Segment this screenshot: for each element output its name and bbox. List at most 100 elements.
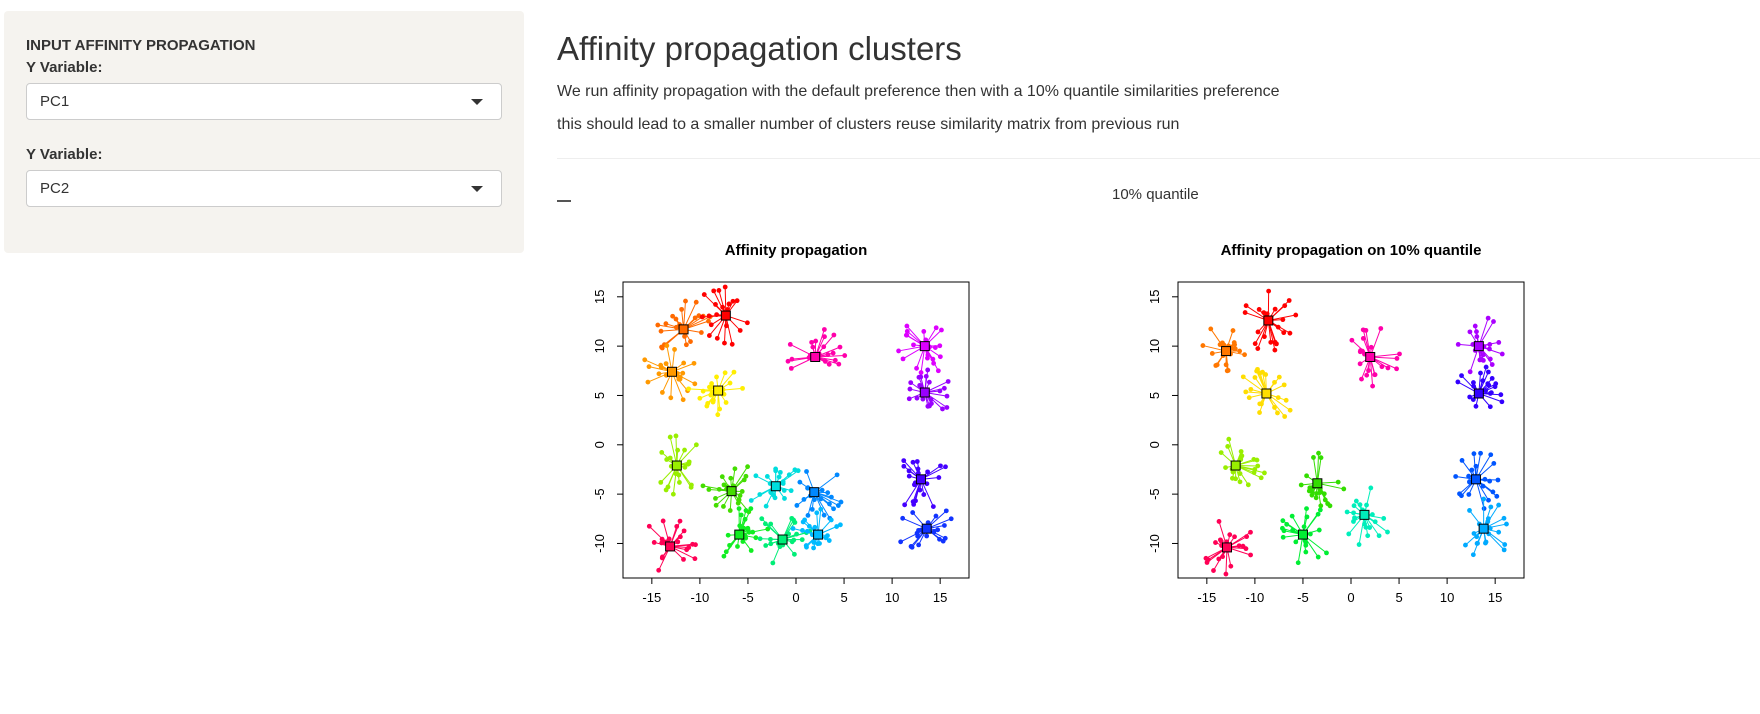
data-point (1298, 482, 1304, 488)
data-point (1376, 533, 1382, 539)
x-variable-select[interactable]: PC2 (26, 170, 502, 207)
data-point (1293, 539, 1299, 545)
data-point (1276, 374, 1282, 380)
data-point (791, 517, 796, 523)
data-point (1360, 348, 1365, 354)
data-point (1303, 549, 1309, 555)
data-point (1281, 382, 1287, 388)
data-point (1490, 489, 1496, 495)
data-point (1475, 540, 1480, 546)
data-point (660, 518, 666, 524)
data-point (896, 348, 901, 354)
data-point (818, 496, 824, 502)
data-point (944, 405, 950, 410)
data-point (673, 316, 679, 322)
data-point (681, 360, 687, 366)
data-point (1254, 368, 1260, 374)
chart-title: Affinity propagation on 10% quantile (1221, 242, 1482, 259)
data-point (1230, 475, 1235, 481)
x-tick-label: -10 (690, 590, 709, 605)
cluster (699, 284, 750, 347)
data-point (906, 473, 912, 479)
data-point (721, 553, 727, 559)
y-tick-label: 0 (1147, 441, 1162, 448)
data-point (1359, 376, 1364, 382)
data-point (1218, 450, 1224, 456)
data-point (1272, 379, 1277, 385)
data-point (1316, 527, 1322, 533)
data-point (1378, 326, 1384, 331)
data-point (1216, 519, 1222, 524)
data-point (753, 535, 759, 541)
data-point (688, 339, 693, 344)
exemplar-marker (813, 529, 824, 540)
data-point (1248, 529, 1253, 535)
data-point (1230, 469, 1236, 475)
data-point (679, 306, 685, 312)
data-point (1487, 478, 1493, 484)
data-point (842, 353, 848, 358)
data-point (803, 543, 809, 548)
cluster (790, 506, 843, 551)
exemplar-marker (1222, 542, 1233, 553)
data-point (1243, 303, 1249, 309)
data-point (822, 334, 827, 340)
data-point (1236, 543, 1242, 549)
data-point (943, 508, 949, 514)
data-point (1356, 542, 1362, 547)
cluster (1203, 519, 1253, 577)
collapse-tab-toggle[interactable] (557, 200, 571, 202)
data-point (1295, 560, 1301, 566)
data-point (1357, 361, 1363, 367)
data-point (723, 400, 729, 405)
data-point (937, 388, 943, 394)
data-point (1368, 344, 1374, 350)
data-point (762, 521, 768, 527)
data-point (1325, 501, 1331, 507)
y-tick-label: 5 (1147, 392, 1162, 399)
cluster (686, 369, 745, 418)
data-point (706, 313, 712, 319)
data-point (1486, 497, 1491, 503)
data-point (1311, 455, 1316, 460)
data-point (740, 385, 745, 391)
data-point (659, 390, 665, 395)
y-variable-select[interactable]: PC1 (26, 83, 502, 120)
data-point (659, 344, 664, 350)
cluster (1455, 315, 1505, 375)
data-point (789, 539, 795, 545)
cluster (785, 327, 848, 371)
data-point (801, 496, 807, 502)
plot-affinity-propagation-10-quantile: Affinity propagation on 10% quantile -15 -… (1135, 232, 1595, 627)
data-point (1495, 477, 1501, 483)
data-point (748, 498, 754, 503)
data-point (940, 538, 946, 544)
data-point (794, 503, 800, 508)
data-point (1453, 474, 1459, 479)
scatter-svg: Affinity propagation -15 -10 -5 0 5 10 15 -10 -5 0… (592, 242, 970, 605)
data-point (750, 529, 756, 535)
data-point (1502, 542, 1508, 547)
data-point (1455, 341, 1461, 347)
data-point (1304, 506, 1309, 511)
x-variable-label: Y Variable: (26, 146, 103, 163)
chart-title: Affinity propagation (725, 242, 868, 259)
data-point (715, 412, 721, 418)
data-point (1357, 502, 1363, 508)
data-point (759, 516, 765, 522)
data-point (773, 466, 779, 472)
y-tick-label: -10 (1147, 534, 1162, 553)
exemplar-marker (777, 534, 788, 545)
data-point (1491, 319, 1496, 324)
data-point (806, 523, 812, 529)
cluster (1200, 326, 1247, 374)
data-point (706, 318, 711, 324)
data-point (818, 506, 824, 512)
data-point (743, 508, 749, 513)
data-point (721, 504, 726, 509)
data-point (1242, 310, 1248, 315)
data-point (673, 324, 679, 330)
data-point (1255, 346, 1261, 351)
data-point (700, 388, 706, 394)
data-point (1482, 476, 1488, 482)
